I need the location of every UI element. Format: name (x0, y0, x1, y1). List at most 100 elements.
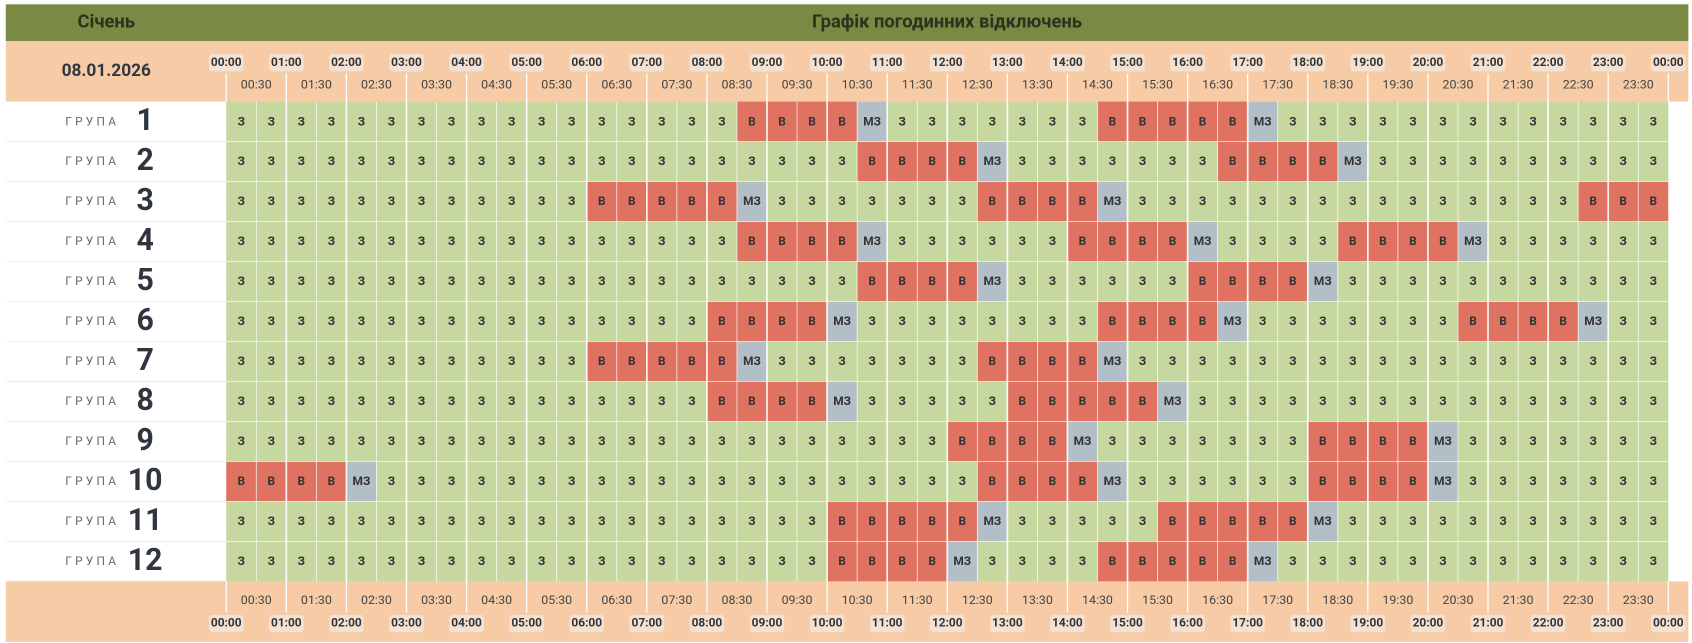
cell (1127, 461, 1158, 502)
cell (1277, 541, 1308, 582)
cell (1578, 181, 1609, 222)
cell-status: З (929, 474, 936, 488)
cell (676, 341, 707, 382)
cell (1277, 141, 1308, 182)
group-label-bg (5, 421, 227, 462)
cell-status: З (478, 354, 485, 368)
cell (286, 461, 317, 502)
cell (1578, 301, 1609, 342)
cell-status: В (1139, 234, 1147, 248)
cell-status: З (538, 114, 545, 128)
cell (346, 541, 377, 582)
group-label: ГРУПА (65, 514, 119, 528)
cell (1397, 501, 1428, 542)
cell-status: З (328, 394, 335, 408)
cell (1097, 301, 1128, 342)
cell-status: З (238, 314, 245, 328)
hour-label: 07:00 (632, 55, 663, 69)
cell-status: МЗ (1104, 194, 1122, 208)
cell-status: З (298, 234, 305, 248)
cell (1397, 341, 1428, 382)
cell-status: В (838, 234, 846, 248)
cell-status: В (237, 474, 245, 488)
cell-status: З (1409, 114, 1416, 128)
cell (1067, 141, 1098, 182)
cell (1578, 541, 1609, 582)
cell (346, 461, 377, 502)
cell (526, 101, 557, 142)
cell (706, 141, 737, 182)
cell-status: МЗ (1434, 434, 1452, 448)
cell (1007, 501, 1038, 542)
cell (1007, 101, 1038, 142)
cell (1187, 221, 1218, 262)
cell-status: З (1499, 474, 1506, 488)
cell-status: З (1139, 154, 1146, 168)
cell (1337, 261, 1368, 302)
hour-label: 12:00 (932, 616, 963, 630)
cell-status: МЗ (1074, 434, 1092, 448)
group-number: 6 (137, 303, 154, 338)
group-number: 7 (137, 343, 154, 378)
half-hour-label: 03:30 (421, 593, 452, 608)
cell-status: В (1619, 194, 1627, 208)
cell (1638, 101, 1669, 142)
half-hour-label: 02:30 (361, 593, 392, 608)
cell-status: З (1289, 114, 1296, 128)
cell (316, 541, 347, 582)
cell-status: В (1019, 194, 1027, 208)
cell (526, 381, 557, 422)
cell-status: В (1169, 114, 1177, 128)
cell (917, 381, 948, 422)
cell-status: З (508, 274, 515, 288)
cell (1187, 501, 1218, 542)
cell (1097, 101, 1128, 142)
cell (256, 501, 287, 542)
cell (887, 341, 918, 382)
cell-status: МЗ (1254, 554, 1272, 568)
cell (256, 261, 287, 302)
cell (1488, 221, 1519, 262)
cell-status: В (1289, 514, 1297, 528)
cell-status: В (778, 234, 786, 248)
cell-status: В (1319, 154, 1327, 168)
cell (736, 301, 768, 342)
cell (1638, 301, 1669, 342)
cell-status: МЗ (833, 394, 851, 408)
cell-status: З (358, 194, 365, 208)
cell (1397, 541, 1428, 582)
cell (616, 101, 647, 142)
cell (1307, 381, 1338, 422)
cell-status: З (929, 314, 936, 328)
cell-status: З (1499, 394, 1506, 408)
cell (1638, 141, 1669, 182)
cell-status: В (958, 434, 966, 448)
cell-status: З (478, 314, 485, 328)
hour-box (208, 614, 244, 633)
cell-status: З (358, 514, 365, 528)
cell (767, 141, 798, 182)
hour-label: 03:00 (391, 616, 422, 630)
cell-status: З (1620, 234, 1627, 248)
cell-status: З (1620, 434, 1627, 448)
cell-status: З (1529, 154, 1536, 168)
cell (1457, 261, 1489, 302)
cell (1367, 461, 1398, 502)
cell (706, 301, 737, 342)
cell (1157, 101, 1188, 142)
cell-status: З (1379, 554, 1386, 568)
cell-status: З (1049, 314, 1056, 328)
cell-status: В (778, 114, 786, 128)
cell (1457, 421, 1489, 462)
cell (1187, 341, 1218, 382)
cell-status: З (1259, 354, 1266, 368)
cell (977, 421, 1008, 462)
cell-status: З (658, 554, 665, 568)
cell (1127, 101, 1158, 142)
hour-box (569, 614, 605, 633)
cell (556, 461, 587, 502)
cell-status: З (688, 394, 695, 408)
cell (827, 301, 858, 342)
cell (1217, 421, 1248, 462)
